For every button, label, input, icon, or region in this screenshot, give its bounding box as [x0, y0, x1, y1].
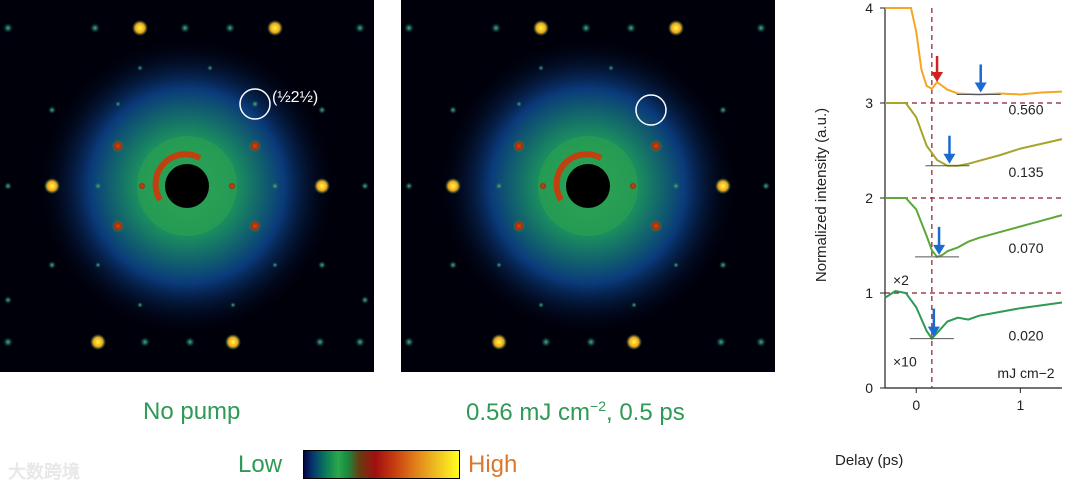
watermark-logo: 大数跨境 — [8, 462, 80, 482]
arrow-icon — [933, 244, 946, 255]
bragg-spots — [3, 20, 369, 350]
fluence-unit-label: mJ cm−2 — [997, 365, 1054, 381]
caption-pumped-tail: , 0.5 ps — [606, 399, 685, 426]
series-scale-label: ×2 — [893, 272, 909, 288]
series-label: 0.560 — [1008, 102, 1043, 118]
x-tick-label: 0 — [912, 397, 920, 413]
series-line-0 — [885, 7, 1063, 96]
x-tick-label: 1 — [1016, 397, 1024, 413]
colorscale-bar — [303, 450, 460, 479]
caption-pumped-main: 0.56 mJ cm — [466, 399, 591, 426]
chart-series — [884, 7, 1063, 341]
miller-index-label: (½2½) — [272, 89, 318, 106]
y-tick-label: 1 — [865, 285, 873, 301]
chart-axes: 0 1 2 3 4 0 1 — [865, 0, 1062, 413]
caption-no-pump: No pump — [143, 398, 241, 425]
diffraction-image: (½2½) — [0, 0, 374, 372]
y-tick-label: 4 — [865, 0, 873, 16]
y-axis-label: Normalized intensity (a.u.) — [813, 108, 830, 282]
caption-pumped-exponent: −2 — [590, 398, 606, 414]
series-label: 0.135 — [1008, 164, 1043, 180]
colorscale-high-label: High — [468, 451, 518, 478]
series-label: 0.020 — [1008, 328, 1043, 344]
series-line-3 — [884, 290, 1063, 341]
bragg-spots — [404, 20, 770, 350]
series-line-2 — [885, 197, 1063, 259]
diffraction-image — [401, 0, 775, 372]
x-axis-label: Delay (ps) — [835, 452, 903, 469]
series-label: 0.070 — [1008, 240, 1043, 256]
arrow-icon — [943, 153, 956, 164]
y-tick-label: 3 — [865, 95, 873, 111]
highlight-circle — [239, 88, 271, 120]
colorscale-low-label: Low — [238, 451, 283, 478]
intensity-chart: 0 1 2 3 4 0 1 0.560 0.135 0.070 ×2 0.020 ×10 mJ cm−2… — [813, 0, 1063, 469]
arrow-icon — [927, 326, 940, 337]
y-tick-label: 0 — [865, 380, 873, 396]
diffraction-panel-no-pump: (½2½) — [0, 0, 374, 372]
red-arrow-icon — [931, 72, 944, 82]
y-tick-label: 2 — [865, 190, 873, 206]
highlight-circle — [635, 94, 667, 126]
caption-pumped: 0.56 mJ cm−2, 0.5 ps — [466, 398, 685, 427]
diffraction-panel-pumped — [401, 0, 775, 372]
series-scale-label: ×10 — [893, 354, 917, 370]
chart-annotations: 0.560 0.135 0.070 ×2 0.020 ×10 mJ cm−2 — [893, 56, 1055, 381]
arrow-icon — [974, 82, 987, 93]
